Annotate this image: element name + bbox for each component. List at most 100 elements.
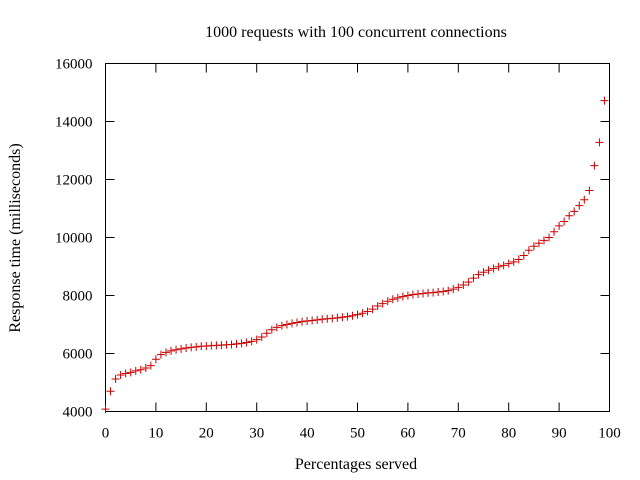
data-point bbox=[378, 299, 387, 308]
data-point bbox=[116, 370, 125, 379]
x-axis-ticks bbox=[105, 63, 610, 412]
data-point bbox=[570, 207, 579, 216]
data-point bbox=[595, 138, 604, 147]
data-point bbox=[131, 366, 140, 375]
y-tick-label: 6000 bbox=[63, 347, 93, 363]
data-point bbox=[368, 305, 377, 314]
data-point bbox=[383, 297, 392, 306]
data-point bbox=[353, 310, 362, 319]
data-point bbox=[529, 242, 538, 251]
data-point bbox=[393, 293, 402, 302]
data-point bbox=[499, 261, 508, 270]
data-point bbox=[177, 344, 186, 353]
y-tick-label: 14000 bbox=[55, 115, 93, 131]
data-point bbox=[398, 292, 407, 301]
data-point bbox=[156, 350, 165, 359]
data-point bbox=[373, 301, 382, 310]
data-point bbox=[333, 313, 342, 322]
data-point bbox=[474, 270, 483, 279]
data-point bbox=[439, 287, 448, 296]
x-axis-label: Percentages served bbox=[295, 456, 417, 473]
data-point bbox=[504, 259, 513, 268]
data-point bbox=[519, 251, 528, 260]
y-tick-label: 4000 bbox=[63, 405, 93, 421]
data-point bbox=[111, 375, 120, 384]
data-point bbox=[192, 342, 201, 351]
data-point bbox=[575, 201, 584, 210]
data-point bbox=[136, 365, 145, 374]
chart-title: 1000 requests with 100 concurrent connec… bbox=[205, 24, 507, 41]
x-tick-label: 50 bbox=[350, 426, 365, 442]
data-point bbox=[403, 291, 412, 300]
data-point bbox=[555, 221, 564, 230]
data-point bbox=[545, 233, 554, 242]
data-point bbox=[318, 315, 327, 324]
y-axis-label: Response time (milliseconds) bbox=[7, 143, 24, 332]
y-tick-label: 16000 bbox=[55, 57, 93, 73]
data-point bbox=[459, 281, 468, 290]
x-tick-label: 80 bbox=[501, 426, 516, 442]
x-tick-label: 30 bbox=[249, 426, 264, 442]
data-point bbox=[494, 262, 503, 271]
data-points bbox=[101, 96, 609, 414]
data-point bbox=[247, 337, 256, 346]
data-point bbox=[172, 345, 181, 354]
data-point bbox=[408, 290, 417, 299]
data-point bbox=[338, 313, 347, 322]
data-point bbox=[449, 285, 458, 294]
data-point bbox=[429, 288, 438, 297]
data-point bbox=[146, 361, 155, 370]
data-point bbox=[413, 290, 422, 299]
y-tick-label: 8000 bbox=[63, 289, 93, 305]
y-axis-ticks bbox=[105, 63, 610, 412]
y-tick-label: 12000 bbox=[55, 173, 93, 189]
data-point bbox=[328, 314, 337, 323]
data-point bbox=[308, 316, 317, 325]
data-point bbox=[313, 315, 322, 324]
x-tick-label: 100 bbox=[598, 426, 621, 442]
data-point bbox=[182, 343, 191, 352]
plot-frame bbox=[105, 63, 610, 412]
data-point bbox=[293, 318, 302, 327]
data-point bbox=[358, 309, 367, 318]
data-point bbox=[464, 278, 473, 287]
data-point bbox=[303, 317, 312, 326]
data-point bbox=[388, 295, 397, 304]
x-tick-label: 90 bbox=[552, 426, 567, 442]
data-point bbox=[237, 339, 246, 348]
data-point bbox=[121, 369, 130, 378]
data-point bbox=[187, 343, 196, 352]
data-point bbox=[454, 283, 463, 292]
data-point bbox=[539, 236, 548, 245]
y-tick-label: 10000 bbox=[55, 231, 93, 247]
data-point bbox=[272, 323, 281, 332]
data-point bbox=[287, 319, 296, 328]
data-point bbox=[600, 96, 609, 105]
data-point bbox=[550, 227, 559, 236]
data-point bbox=[580, 195, 589, 204]
data-point bbox=[252, 335, 261, 344]
data-point bbox=[232, 339, 241, 348]
x-tick-label: 20 bbox=[199, 426, 214, 442]
y-axis-tick-labels: 4000 6000 8000 10000 12000 14000 16000 bbox=[55, 57, 93, 421]
data-point bbox=[469, 274, 478, 283]
data-point bbox=[524, 246, 533, 255]
data-point bbox=[489, 264, 498, 273]
data-point bbox=[348, 311, 357, 320]
data-point bbox=[167, 346, 176, 355]
data-point bbox=[565, 211, 574, 220]
x-tick-label: 40 bbox=[300, 426, 315, 442]
data-point bbox=[509, 257, 518, 266]
data-point bbox=[434, 288, 443, 297]
data-point bbox=[277, 321, 286, 330]
data-point bbox=[298, 317, 307, 326]
data-point bbox=[514, 255, 523, 264]
data-point bbox=[560, 217, 569, 226]
x-axis-tick-labels: 0 10 20 30 40 50 60 70 80 90 100 bbox=[102, 426, 621, 442]
x-tick-label: 0 bbox=[102, 426, 110, 442]
data-point bbox=[590, 161, 599, 170]
x-tick-label: 70 bbox=[451, 426, 466, 442]
data-point bbox=[141, 364, 150, 372]
data-point bbox=[257, 332, 266, 341]
